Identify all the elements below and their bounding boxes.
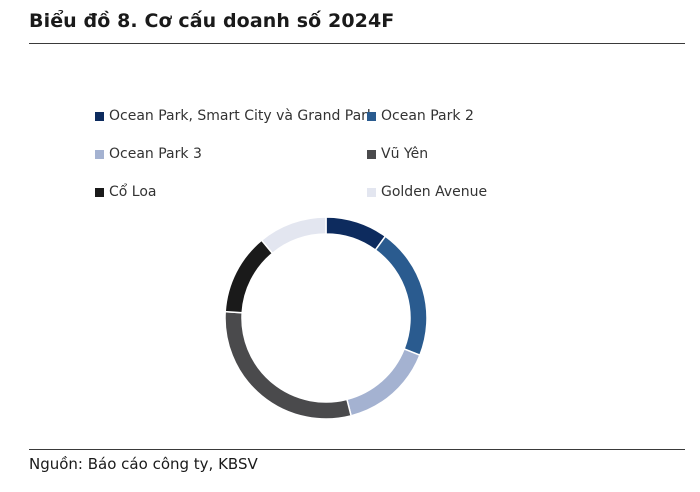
legend-label: Golden Avenue [381,184,488,200]
legend-item-golden-avenue: Golden Avenue [367,184,487,200]
legend-swatch [95,149,104,159]
donut-slice-5 [260,216,327,255]
donut-slice-1 [374,235,428,357]
chart-title: Biểu đồ 8. Cơ cấu doanh số 2024F [29,10,395,32]
legend-item-ocean-park-smart-city-grand-park: Ocean Park, Smart City và Grand Park [95,108,375,124]
legend-item-vu-yen: Vũ Yên [367,146,428,162]
legend-swatch [367,149,376,159]
legend-item-ocean-park-2: Ocean Park 2 [367,108,474,124]
legend-label: Ocean Park 2 [381,108,474,124]
bottom-divider [29,449,685,450]
legend-item-co-loa: Cổ Loa [95,184,157,200]
legend-item-ocean-park-3: Ocean Park 3 [95,146,202,162]
legend-swatch [95,187,104,197]
donut-slice-4 [224,239,274,314]
donut-slice-2 [345,347,421,417]
donut-slice-0 [325,216,387,252]
legend-swatch [367,187,376,197]
legend-swatch [95,111,104,121]
legend-swatch [367,111,376,121]
legend-label: Ocean Park 3 [109,146,202,162]
source-note: Nguồn: Báo cáo công ty, KBSV [29,455,258,473]
legend-label: Ocean Park, Smart City và Grand Park [109,108,376,124]
legend-label: Vũ Yên [381,146,429,162]
top-divider [29,43,685,44]
donut-slice-3 [224,310,353,420]
legend-label: Cổ Loa [109,184,157,200]
